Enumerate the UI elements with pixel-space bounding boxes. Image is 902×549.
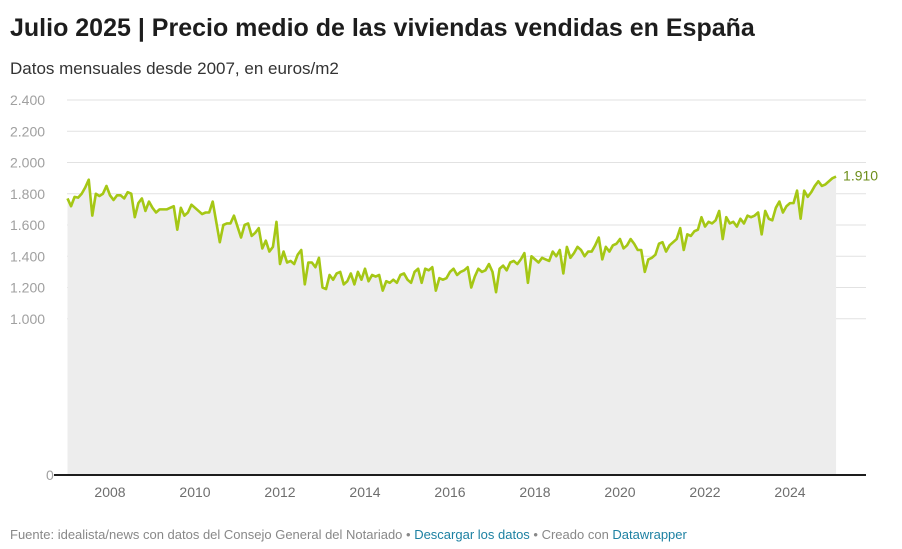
separator: • bbox=[402, 527, 415, 542]
download-data-link[interactable]: Descargar los datos bbox=[414, 527, 530, 542]
x-axis: 2008 2010 2012 2014 2016 2018 2020 2022 2024 bbox=[94, 484, 805, 500]
footer: Fuente: idealista/news con datos del Con… bbox=[10, 527, 687, 542]
data-line bbox=[66, 175, 837, 294]
x-tick-label: 2012 bbox=[264, 484, 295, 500]
y-tick-label: 1.000 bbox=[10, 311, 45, 327]
x-tick-label: 2022 bbox=[689, 484, 720, 500]
chart-title: Julio 2025 | Precio medio de las viviend… bbox=[10, 14, 755, 42]
y-tick-label: 2.400 bbox=[10, 92, 45, 108]
y-tick-label: 1.800 bbox=[10, 186, 45, 202]
datawrapper-link[interactable]: Datawrapper bbox=[612, 527, 687, 542]
chart-subtitle: Datos mensuales desde 2007, en euros/m2 bbox=[10, 59, 339, 78]
source-text: Fuente: idealista/news con datos del Con… bbox=[10, 527, 403, 542]
x-tick-label: 2018 bbox=[519, 484, 550, 500]
x-tick-label: 2016 bbox=[434, 484, 465, 500]
x-tick-label: 2014 bbox=[349, 484, 380, 500]
separator: • bbox=[529, 527, 542, 542]
y-axis: 0 1.000 1.200 1.400 1.600 1.800 2.000 2.200 2.40… bbox=[10, 92, 54, 483]
x-tick-label: 2008 bbox=[94, 484, 125, 500]
created-with-text: Creado con bbox=[541, 527, 613, 542]
y-tick-label: 2.200 bbox=[10, 123, 45, 139]
end-value-label: 1.910 bbox=[843, 168, 878, 184]
y-tick-label: 1.400 bbox=[10, 248, 45, 264]
area-fill bbox=[67, 176, 837, 475]
x-tick-label: 2010 bbox=[179, 484, 210, 500]
y-tick-label: 1.200 bbox=[10, 280, 45, 296]
chart: 0 1.000 1.200 1.400 1.600 1.800 2.000 2.200 2.40… bbox=[10, 92, 878, 500]
x-tick-label: 2024 bbox=[774, 484, 805, 500]
y-tick-label: 0 bbox=[46, 467, 54, 483]
y-tick-label: 1.600 bbox=[10, 217, 45, 233]
x-tick-label: 2020 bbox=[604, 484, 635, 500]
y-tick-label: 2.000 bbox=[10, 155, 45, 171]
